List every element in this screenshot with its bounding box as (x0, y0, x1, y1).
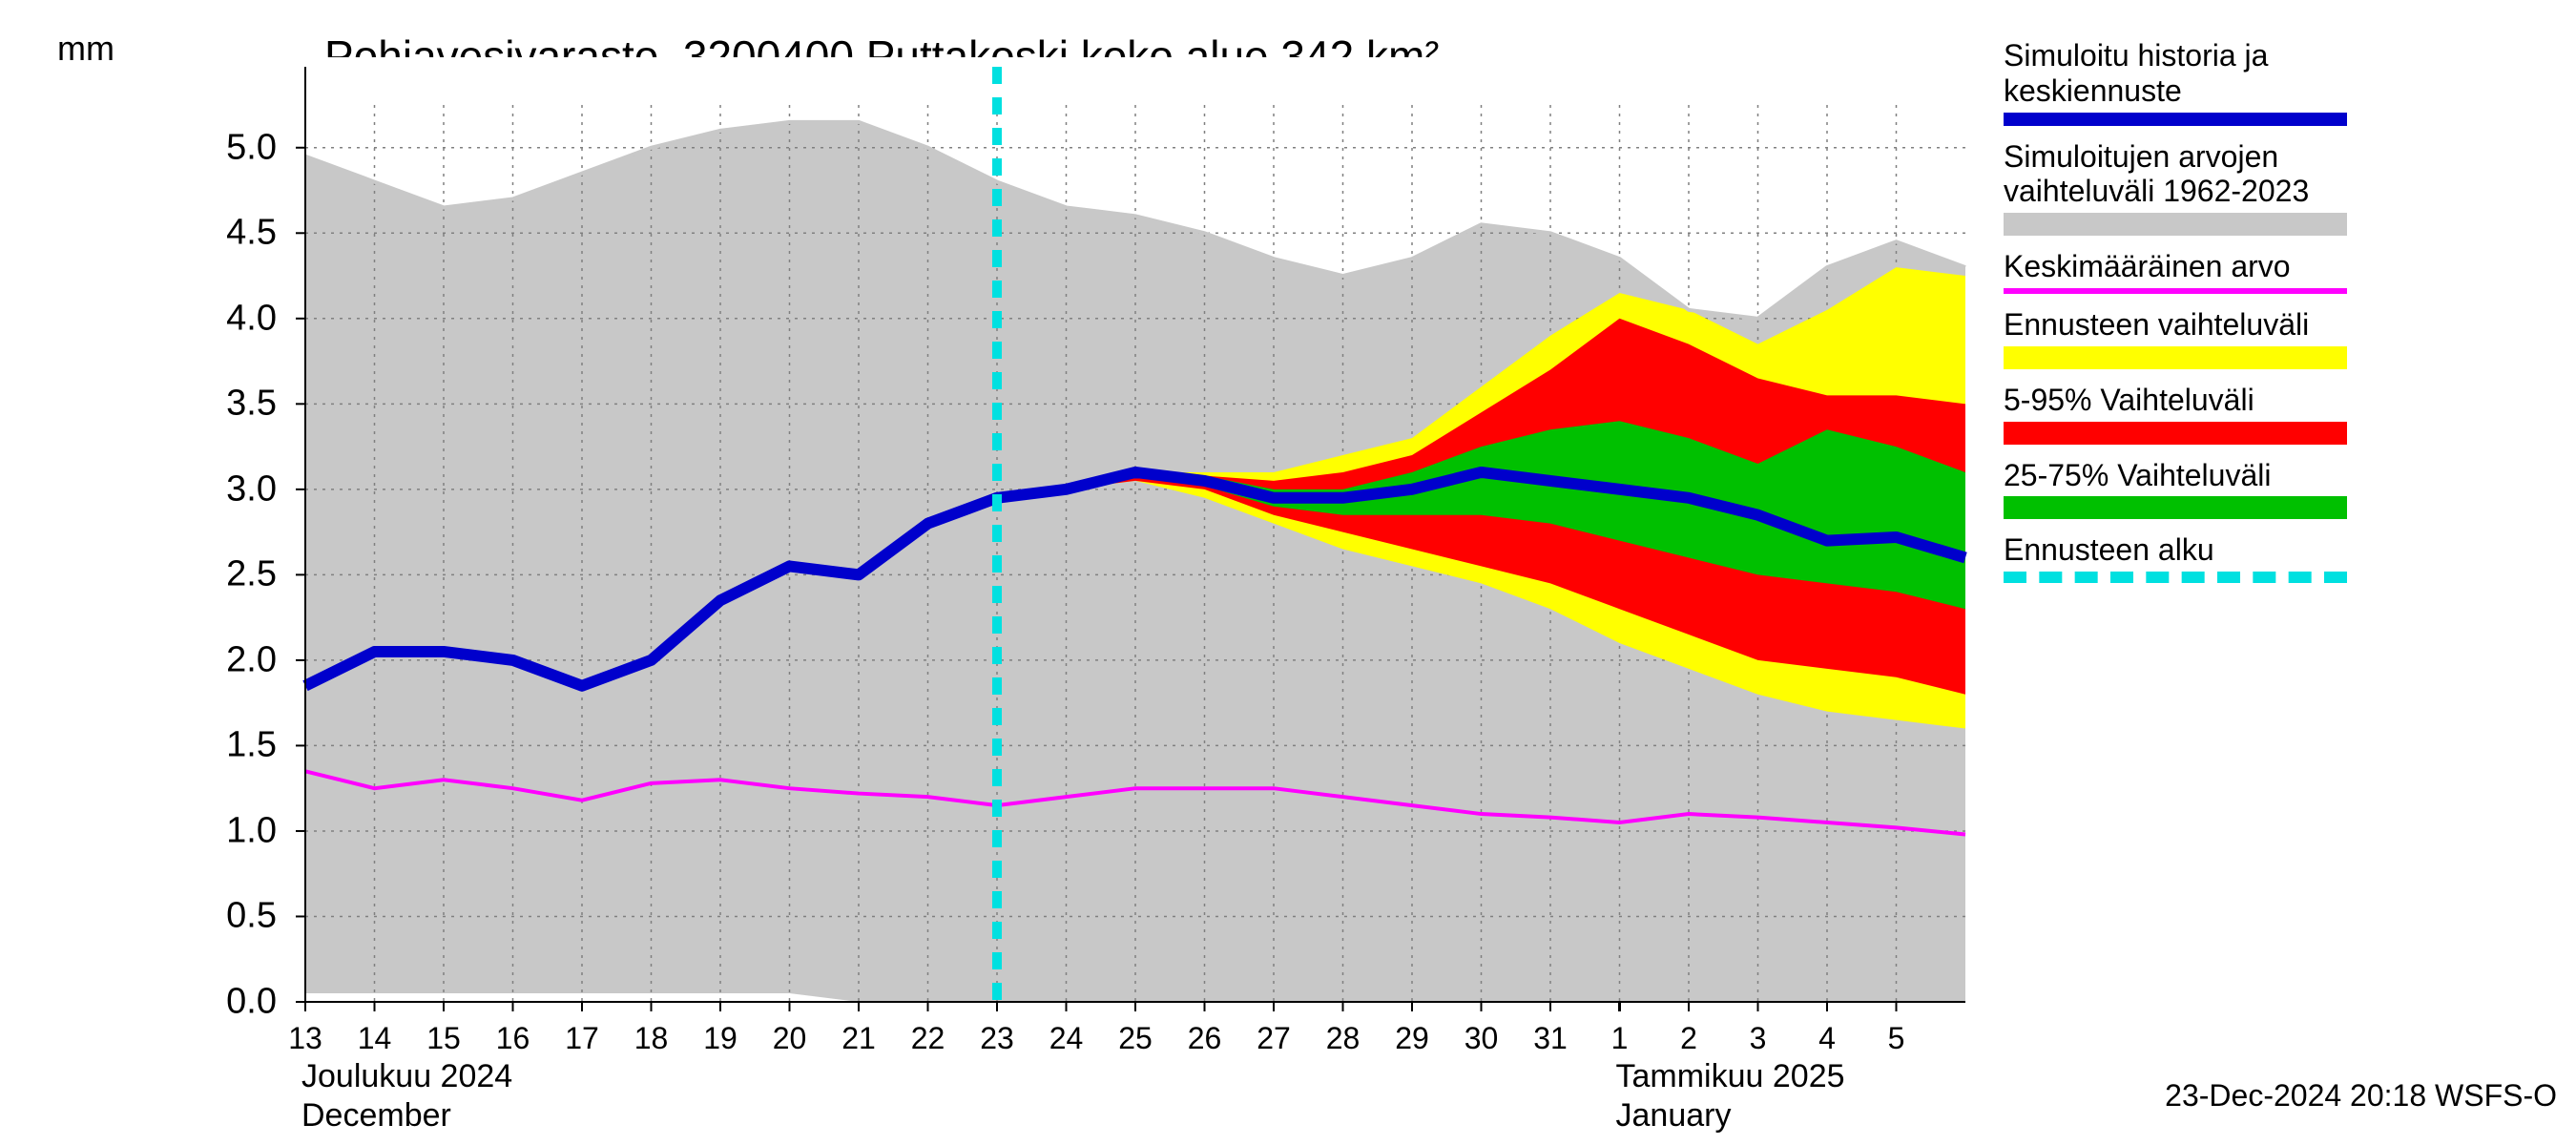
x-tick-label: 19 (703, 1021, 737, 1056)
y-tick-label: 3.5 (226, 384, 277, 425)
x-tick-label: 30 (1465, 1021, 1499, 1056)
legend-swatch (2004, 572, 2347, 583)
legend-text: 5-95% Vaihteluväli (2004, 383, 2557, 418)
y-tick-label: 1.5 (226, 725, 277, 766)
x-tick-label: 27 (1257, 1021, 1291, 1056)
x-month-label: Tammikuu 2025January (1616, 1057, 1845, 1135)
plot-area (296, 57, 1975, 1011)
legend-text: keskiennuste (2004, 73, 2557, 109)
x-tick-label: 26 (1188, 1021, 1222, 1056)
x-tick-label: 16 (496, 1021, 530, 1056)
legend-text: Simuloitujen arvojen (2004, 139, 2557, 175)
x-tick-label: 20 (773, 1021, 807, 1056)
x-tick-label: 23 (980, 1021, 1014, 1056)
y-tick-label: 5.0 (226, 127, 277, 168)
y-tick-label: 0.5 (226, 896, 277, 937)
legend-item-magenta: Keskimääräinen arvo (2004, 249, 2557, 294)
legend-text: Ennusteen vaihteluväli (2004, 307, 2557, 343)
legend-item-blue: Simuloitu historia jakeskiennuste (2004, 38, 2557, 126)
x-tick-label: 29 (1395, 1021, 1429, 1056)
x-tick-label: 22 (911, 1021, 945, 1056)
footer-timestamp: 23-Dec-2024 20:18 WSFS-O (2165, 1078, 2557, 1114)
legend-text: Ennusteen alku (2004, 532, 2557, 568)
y-tick-label: 1.0 (226, 810, 277, 851)
x-tick-label: 4 (1818, 1021, 1836, 1056)
x-tick-label: 15 (426, 1021, 461, 1056)
legend-item-grey: Simuloitujen arvojenvaihteluväli 1962-20… (2004, 139, 2557, 237)
x-tick-label: 13 (288, 1021, 322, 1056)
legend-swatch (2004, 288, 2347, 294)
y-tick-label: 0.0 (226, 982, 277, 1023)
y-tick-label: 4.0 (226, 298, 277, 339)
x-tick-label: 25 (1118, 1021, 1153, 1056)
y-tick-label: 4.5 (226, 213, 277, 254)
legend-item-red: 5-95% Vaihteluväli (2004, 383, 2557, 445)
x-tick-label: 17 (565, 1021, 599, 1056)
y-tick-label: 3.0 (226, 468, 277, 510)
x-tick-label: 18 (634, 1021, 669, 1056)
x-tick-label: 28 (1326, 1021, 1361, 1056)
y-unit-label: mm (57, 29, 114, 69)
legend-swatch (2004, 422, 2347, 445)
legend-swatch (2004, 113, 2347, 126)
legend-swatch (2004, 496, 2347, 519)
x-tick-label: 31 (1533, 1021, 1568, 1056)
x-month-label: Joulukuu 2024December (301, 1057, 512, 1135)
x-tick-label: 3 (1750, 1021, 1767, 1056)
x-tick-label: 5 (1888, 1021, 1905, 1056)
legend: Simuloitu historia jakeskiennusteSimuloi… (2004, 38, 2557, 596)
y-tick-label: 2.0 (226, 639, 277, 680)
legend-text: vaihteluväli 1962-2023 (2004, 174, 2557, 209)
x-tick-label: 24 (1049, 1021, 1084, 1056)
legend-text: Keskimääräinen arvo (2004, 249, 2557, 284)
x-tick-label: 2 (1680, 1021, 1697, 1056)
chart-container: mm Pohjavesivarasto / Groundwater storag… (0, 0, 2576, 1145)
x-tick-label: 14 (358, 1021, 392, 1056)
legend-text: Simuloitu historia ja (2004, 38, 2557, 73)
legend-item-yellow: Ennusteen vaihteluväli (2004, 307, 2557, 369)
y-tick-label: 2.5 (226, 554, 277, 595)
legend-swatch (2004, 346, 2347, 369)
legend-swatch (2004, 213, 2347, 236)
x-tick-label: 21 (841, 1021, 876, 1056)
legend-item-cyan: Ennusteen alku (2004, 532, 2557, 583)
legend-item-green: 25-75% Vaihteluväli (2004, 458, 2557, 520)
x-tick-label: 1 (1611, 1021, 1629, 1056)
legend-text: 25-75% Vaihteluväli (2004, 458, 2557, 493)
